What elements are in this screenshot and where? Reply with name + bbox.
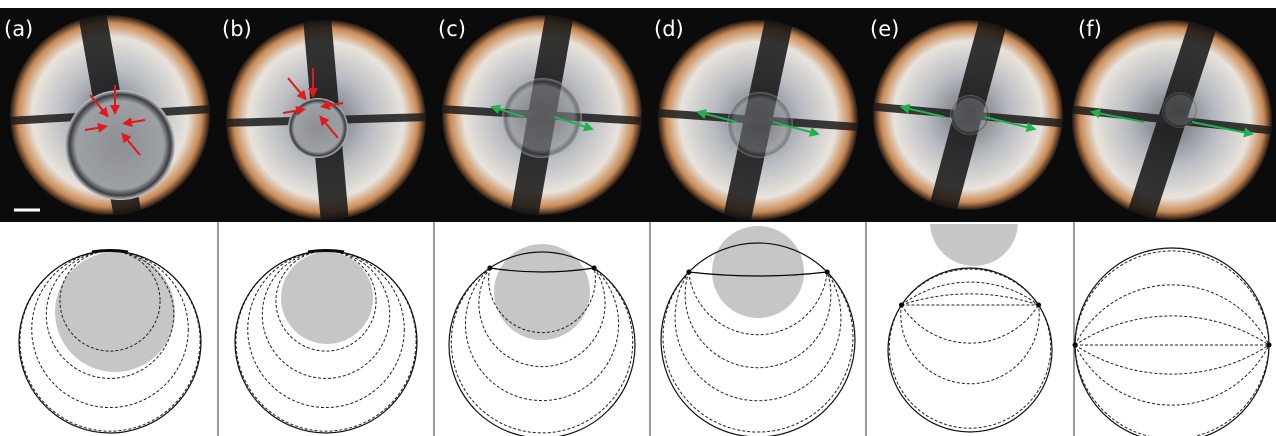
droplet	[950, 95, 990, 135]
defect-arrow	[772, 121, 820, 137]
director-arrow	[287, 77, 307, 101]
field-line	[45, 250, 175, 379]
diagram	[234, 249, 418, 434]
panel-label: (a)	[4, 17, 33, 41]
director-arrow	[319, 115, 339, 139]
field-line	[1074, 315, 1270, 346]
panel-label: (d)	[654, 17, 684, 41]
photo-row: (a) (b) (c) (d) (e) (f)	[4, 15, 1272, 220]
field-line	[478, 267, 606, 368]
field-line	[450, 267, 634, 434]
field-line	[247, 250, 405, 409]
field-line	[1074, 344, 1270, 406]
defect-arrow	[696, 109, 738, 123]
field-line	[464, 267, 620, 402]
droplet	[55, 252, 175, 372]
droplet	[727, 92, 793, 158]
field-line	[1074, 344, 1270, 375]
boundary	[448, 251, 636, 436]
director-arrow	[84, 122, 108, 133]
panel-label: (c)	[438, 17, 466, 41]
diagram	[887, 224, 1053, 433]
field-line	[488, 267, 596, 334]
field-line	[261, 250, 391, 379]
field-line	[900, 304, 1040, 385]
diagram	[1072, 247, 1272, 436]
field-line	[31, 250, 189, 409]
director-arrow	[320, 100, 344, 111]
boundary	[660, 242, 856, 436]
field-line	[688, 271, 828, 336]
droplet	[712, 226, 804, 318]
defect-arrow	[1090, 108, 1145, 123]
diagram-row	[18, 222, 1272, 436]
defect-arrow	[899, 103, 945, 118]
field-line	[888, 304, 1052, 429]
director-arrow	[282, 105, 306, 116]
interface	[489, 267, 595, 273]
director-arrow	[121, 132, 141, 156]
diagram	[18, 249, 202, 434]
panel-label: (b)	[222, 17, 252, 41]
boundary	[18, 250, 202, 434]
diagram-strip	[0, 222, 1276, 436]
defect-arrow	[984, 116, 1037, 132]
field-line	[19, 250, 201, 432]
defect-arrow	[1191, 121, 1254, 138]
field-line	[1074, 284, 1270, 346]
droplet	[494, 244, 590, 340]
diagram	[660, 226, 856, 436]
droplet	[1162, 92, 1198, 128]
field-line	[901, 293, 1039, 306]
diagram	[448, 244, 636, 436]
boundary	[887, 267, 1053, 433]
field-line	[235, 250, 417, 432]
droplet	[281, 252, 373, 344]
droplet	[930, 224, 1018, 266]
field-line	[674, 271, 842, 402]
droplet	[502, 78, 582, 158]
field-line	[901, 304, 1039, 344]
defect-arrow	[554, 116, 594, 132]
defect-arrow	[490, 104, 525, 118]
interface	[688, 271, 828, 277]
droplet	[288, 98, 348, 158]
boundary	[234, 250, 418, 434]
field-line	[684, 271, 832, 369]
field-line	[662, 271, 854, 433]
director-arrow	[89, 94, 109, 118]
droplet	[65, 90, 175, 200]
director-arrow	[122, 117, 146, 128]
panel-label: (f)	[1078, 17, 1102, 41]
boundary	[1074, 247, 1270, 436]
panel-label: (e)	[870, 17, 899, 41]
